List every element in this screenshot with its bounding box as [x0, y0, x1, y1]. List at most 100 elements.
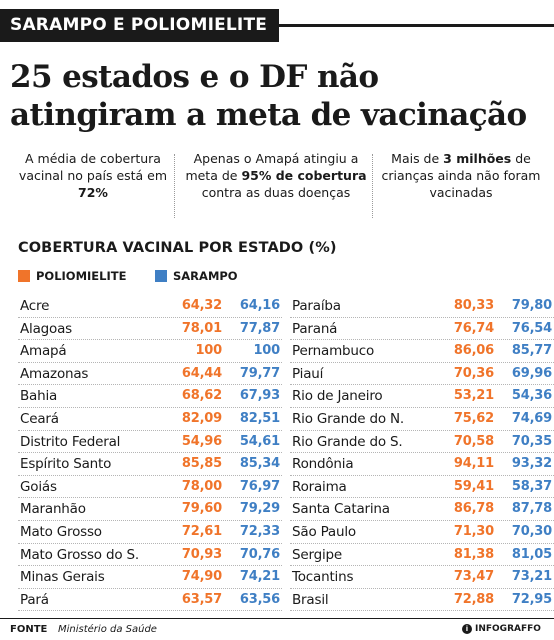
sarampo-value: 73,21: [511, 569, 552, 585]
section-tag: SARAMPO E POLIOMIELITE: [0, 9, 280, 42]
sarampo-value: 81,05: [511, 546, 552, 562]
state-name: Pará: [20, 591, 49, 608]
legend-swatch-sarampo: [155, 270, 167, 282]
table-row: Mato Grosso 72,61 72,33: [18, 521, 282, 544]
polio-value: 81,38: [453, 546, 494, 562]
polio-value: 70,93: [181, 546, 222, 562]
table-row: Paraná 76,74 76,54: [290, 318, 554, 341]
table-row: Rio de Janeiro 53,21 54,36: [290, 385, 554, 408]
legend-swatch-polio: [18, 270, 30, 282]
polio-value: 64,44: [181, 365, 222, 381]
sarampo-value: 72,33: [239, 523, 280, 539]
table-row: Roraima 59,41 58,37: [290, 476, 554, 499]
state-name: Rio Grande do N.: [292, 410, 404, 427]
table-row: Alagoas 78,01 77,87: [18, 318, 282, 341]
state-name: Amazonas: [20, 365, 89, 382]
legend-label-polio: POLIOMIELITE: [36, 269, 127, 283]
table-row: Brasil 72,88 72,95: [290, 589, 554, 612]
sarampo-value: 74,69: [511, 410, 552, 426]
table-row: Mato Grosso do S. 70,93 70,76: [18, 544, 282, 567]
sarampo-value: 77,87: [239, 320, 280, 336]
table-row: Pará 63,57 63,56: [18, 589, 282, 612]
source-text: Ministério da Saúde: [58, 624, 157, 635]
sarampo-value: 82,51: [239, 410, 280, 426]
table-row: Pernambuco 86,06 85,77: [290, 340, 554, 363]
table-row: Minas Gerais 74,90 74,21: [18, 566, 282, 589]
sarampo-value: 63,56: [239, 591, 280, 607]
sarampo-value: 87,78: [511, 501, 552, 517]
polio-value: 68,62: [181, 388, 222, 404]
section-tag-bar: SARAMPO E POLIOMIELITE: [0, 9, 554, 42]
polio-value: 100: [195, 343, 222, 359]
table-row: Amazonas 64,44 79,77: [18, 363, 282, 386]
sarampo-value: 85,77: [511, 343, 552, 359]
table-row: Bahia 68,62 67,93: [18, 385, 282, 408]
legend-label-sarampo: SARAMPO: [173, 269, 238, 283]
table-row: Sergipe 81,38 81,05: [290, 544, 554, 567]
polio-value: 76,74: [453, 320, 494, 336]
table-row: Tocantins 73,47 73,21: [290, 566, 554, 589]
table-row: Rio Grande do N. 75,62 74,69: [290, 408, 554, 431]
chart-title: COBERTURA VACINAL POR ESTADO (%): [18, 240, 337, 256]
polio-value: 82,09: [181, 410, 222, 426]
state-name: São Paulo: [292, 523, 356, 540]
table-row: Distrito Federal 54,96 54,61: [18, 431, 282, 454]
polio-value: 71,30: [453, 523, 494, 539]
polio-value: 78,01: [181, 320, 222, 336]
state-name: Sergipe: [292, 546, 342, 563]
polio-value: 75,62: [453, 410, 494, 426]
key-facts: A média de cobertura vacinal no país est…: [0, 150, 554, 226]
state-name: Mato Grosso: [20, 523, 102, 540]
coverage-table-right: Paraíba 80,33 79,80 Paraná 76,74 76,54 Pernamb…: [290, 295, 554, 612]
table-row: Acre 64,32 64,16: [18, 295, 282, 318]
polio-value: 86,78: [453, 501, 494, 517]
state-name: Rio Grande do S.: [292, 433, 403, 450]
sarampo-value: 54,61: [239, 433, 280, 449]
polio-value: 94,11: [453, 456, 494, 472]
table-row: Ceará 82,09 82,51: [18, 408, 282, 431]
sarampo-value: 79,29: [239, 501, 280, 517]
footer-rule: [0, 618, 554, 619]
sarampo-value: 70,30: [511, 523, 552, 539]
table-row: Espírito Santo 85,85 85,34: [18, 453, 282, 476]
state-name: Alagoas: [20, 320, 72, 337]
sarampo-value: 85,34: [239, 456, 280, 472]
sarampo-value: 72,95: [511, 591, 552, 607]
fact-average-coverage: A média de cobertura vacinal no país est…: [18, 150, 168, 201]
sarampo-value: 64,16: [239, 298, 280, 313]
source-label: FONTE: [10, 624, 48, 635]
table-row: Rio Grande do S. 70,58 70,35: [290, 431, 554, 454]
state-name: Espírito Santo: [20, 456, 112, 473]
state-name: Roraima: [292, 478, 347, 495]
state-name: Distrito Federal: [20, 433, 121, 450]
sarampo-value: 70,76: [239, 546, 280, 562]
polio-value: 74,90: [181, 569, 222, 585]
polio-value: 80,33: [453, 298, 494, 313]
state-name: Ceará: [20, 410, 59, 427]
fact-text: A média de cobertura vacinal no país est…: [18, 151, 168, 183]
credit-text: INFOGRAFFO: [475, 624, 541, 634]
table-row: São Paulo 71,30 70,30: [290, 521, 554, 544]
sarampo-value: 100: [253, 343, 280, 359]
state-name: Santa Catarina: [292, 501, 390, 518]
table-row: Paraíba 80,33 79,80: [290, 295, 554, 318]
table-row: Piauí 70,36 69,96: [290, 363, 554, 386]
coverage-table-left: Acre 64,32 64,16 Alagoas 78,01 77,87 Amapá 100 1…: [18, 295, 282, 612]
sarampo-value: 70,35: [511, 433, 552, 449]
polio-value: 59,41: [453, 478, 494, 494]
state-name: Paraíba: [292, 298, 341, 314]
sarampo-value: 58,37: [511, 478, 552, 494]
fact-divider: [372, 154, 373, 218]
state-name: Paraná: [292, 320, 338, 337]
fact-highlight: 95% de cobertura: [241, 168, 367, 183]
state-name: Rondônia: [292, 456, 354, 473]
fact-text: Apenas o Amapá atingiu a meta de: [185, 151, 359, 183]
table-row: Goiás 78,00 76,97: [18, 476, 282, 499]
polio-value: 63,57: [181, 591, 222, 607]
sarampo-value: 79,80: [511, 298, 552, 313]
polio-value: 72,61: [181, 523, 222, 539]
state-name: Pernambuco: [292, 343, 375, 360]
polio-value: 85,85: [181, 456, 222, 472]
fact-unvaccinated-children: Mais de 3 milhões de crianças ainda não …: [378, 150, 544, 201]
sarampo-value: 79,77: [239, 365, 280, 381]
